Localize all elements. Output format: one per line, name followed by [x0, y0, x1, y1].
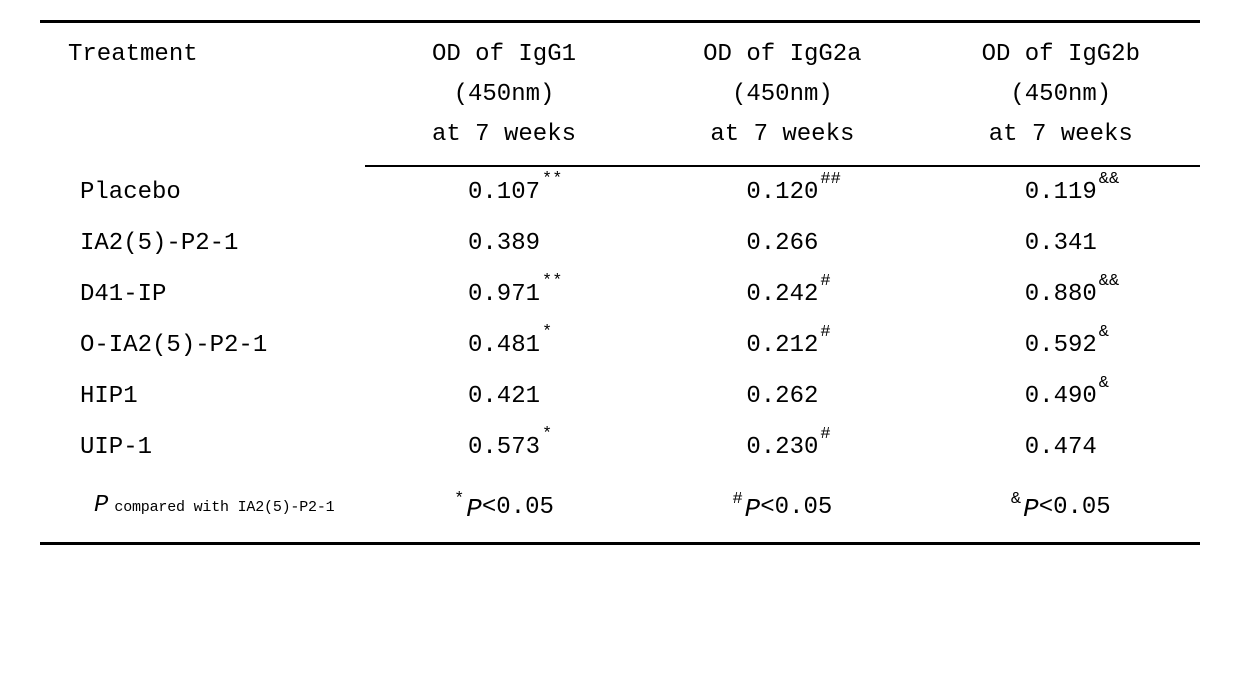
value-number: 0.266 — [746, 230, 818, 257]
value-cell: 0.389 — [365, 218, 643, 269]
header-igg2b-l3: at 7 weeks — [922, 117, 1200, 166]
value-cell: 0.490& — [922, 371, 1200, 422]
table-row: Placebo0.107**0.120##0.119&& — [40, 166, 1200, 218]
value-number: 0.262 — [746, 383, 818, 410]
table-row: O-IA2(5)-P2-10.481*0.212#0.592& — [40, 320, 1200, 371]
value-number: 0.341 — [1025, 230, 1097, 257]
value-superscript: ## — [820, 171, 840, 188]
treatment-cell: IA2(5)-P2-1 — [40, 218, 365, 269]
footer-p-rest: <0.05 — [482, 494, 554, 521]
footer-symbol: # — [732, 491, 742, 508]
value-superscript: ** — [542, 171, 562, 188]
value-cell: 0.107** — [365, 166, 643, 218]
value-superscript: # — [820, 324, 830, 341]
footer-P-italic: P — [745, 494, 761, 524]
value-superscript: && — [1099, 273, 1119, 290]
footer-symbol: * — [454, 491, 464, 508]
value-superscript: * — [542, 426, 552, 443]
value-cell: 0.230# — [643, 422, 921, 473]
value-cell: 0.242# — [643, 269, 921, 320]
footer-P-italic: P — [1023, 494, 1039, 524]
value-superscript: && — [1099, 171, 1119, 188]
value-number: 0.481 — [468, 332, 540, 359]
value-number: 0.592 — [1025, 332, 1097, 359]
value-superscript: # — [820, 426, 830, 443]
data-table: Treatment OD of IgG1 OD of IgG2a OD of I… — [40, 20, 1200, 545]
footer-p-rest: <0.05 — [760, 494, 832, 521]
value-number: 0.490 — [1025, 383, 1097, 410]
value-cell: 0.119&& — [922, 166, 1200, 218]
footer-P: P — [94, 492, 108, 519]
value-number: 0.971 — [468, 281, 540, 308]
value-number: 0.573 — [468, 434, 540, 461]
value-cell: 0.421 — [365, 371, 643, 422]
value-number: 0.107 — [468, 179, 540, 206]
value-cell: 0.266 — [643, 218, 921, 269]
value-number: 0.474 — [1025, 434, 1097, 461]
value-number: 0.242 — [746, 281, 818, 308]
value-cell: 0.474 — [922, 422, 1200, 473]
value-cell: 0.481* — [365, 320, 643, 371]
treatment-cell: D41-IP — [40, 269, 365, 320]
table-row: D41-IP0.971**0.242#0.880&& — [40, 269, 1200, 320]
treatment-cell: O-IA2(5)-P2-1 — [40, 320, 365, 371]
value-cell: 0.573* — [365, 422, 643, 473]
value-cell: 0.880&& — [922, 269, 1200, 320]
value-number: 0.880 — [1025, 281, 1097, 308]
footer-row: Pcompared with IA2(5)-P2-1*P<0.05#P<0.05… — [40, 473, 1200, 544]
value-cell: 0.212# — [643, 320, 921, 371]
footer-p-cell: &P<0.05 — [922, 473, 1200, 544]
footer-P-italic: P — [466, 494, 482, 524]
value-number: 0.120 — [746, 179, 818, 206]
header-igg2a-l2: (450nm) — [643, 77, 921, 117]
table-body: Placebo0.107**0.120##0.119&&IA2(5)-P2-10… — [40, 166, 1200, 544]
value-number: 0.421 — [468, 383, 540, 410]
value-superscript: * — [542, 324, 552, 341]
footer-p-cell: #P<0.05 — [643, 473, 921, 544]
table-header: Treatment OD of IgG1 OD of IgG2a OD of I… — [40, 22, 1200, 167]
value-cell: 0.592& — [922, 320, 1200, 371]
value-number: 0.389 — [468, 230, 540, 257]
value-cell: 0.120## — [643, 166, 921, 218]
value-superscript: ** — [542, 273, 562, 290]
value-cell: 0.341 — [922, 218, 1200, 269]
od-table: Treatment OD of IgG1 OD of IgG2a OD of I… — [40, 20, 1200, 545]
value-superscript: & — [1099, 324, 1109, 341]
footer-label-cell: Pcompared with IA2(5)-P2-1 — [40, 473, 365, 544]
header-igg1-l3: at 7 weeks — [365, 117, 643, 166]
header-igg1-l1: OD of IgG1 — [365, 22, 643, 78]
footer-p-rest: <0.05 — [1039, 494, 1111, 521]
header-igg2b-l1: OD of IgG2b — [922, 22, 1200, 78]
header-igg1-l2: (450nm) — [365, 77, 643, 117]
value-number: 0.212 — [746, 332, 818, 359]
header-treatment: Treatment — [40, 22, 365, 167]
value-number: 0.230 — [746, 434, 818, 461]
footer-symbol: & — [1011, 491, 1021, 508]
value-cell: 0.971** — [365, 269, 643, 320]
table-row: UIP-10.573*0.230#0.474 — [40, 422, 1200, 473]
header-igg2a-l1: OD of IgG2a — [643, 22, 921, 78]
treatment-cell: Placebo — [40, 166, 365, 218]
footer-small-text: compared with IA2(5)-P2-1 — [114, 499, 334, 516]
treatment-cell: UIP-1 — [40, 422, 365, 473]
value-superscript: # — [820, 273, 830, 290]
value-superscript: & — [1099, 375, 1109, 392]
footer-p-cell: *P<0.05 — [365, 473, 643, 544]
table-row: HIP1 0.421 0.262 0.490& — [40, 371, 1200, 422]
table-row: IA2(5)-P2-1 0.389 0.266 0.341 — [40, 218, 1200, 269]
header-igg2b-l2: (450nm) — [922, 77, 1200, 117]
header-igg2a-l3: at 7 weeks — [643, 117, 921, 166]
value-number: 0.119 — [1025, 179, 1097, 206]
value-cell: 0.262 — [643, 371, 921, 422]
treatment-cell: HIP1 — [40, 371, 365, 422]
